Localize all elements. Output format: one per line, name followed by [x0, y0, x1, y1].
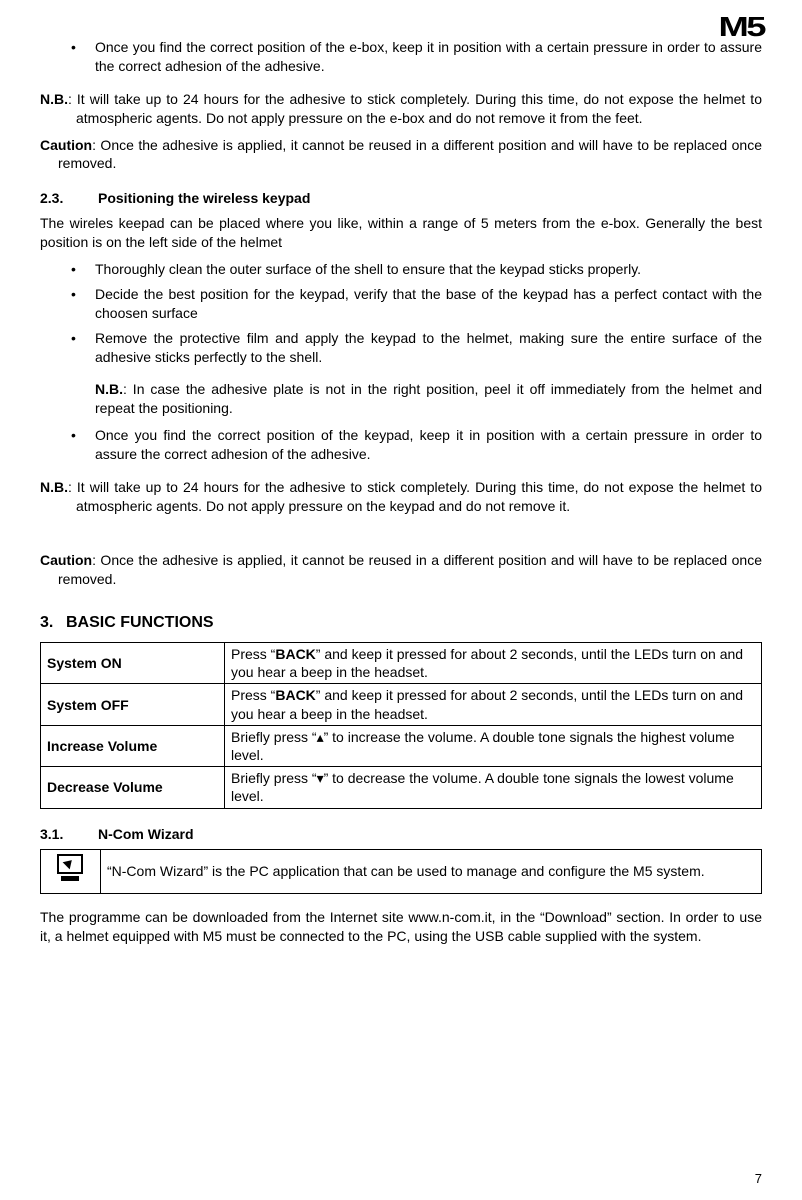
- section-title: BASIC FUNCTIONS: [66, 614, 214, 631]
- wizard-desc: “N-Com Wizard” is the PC application tha…: [101, 850, 762, 894]
- nb-label: N.B.: [40, 479, 68, 495]
- func-desc: Briefly press “▾” to decrease the volume…: [225, 767, 762, 808]
- table-row: System ON Press “BACK” and keep it press…: [41, 643, 762, 684]
- computer-icon: [55, 854, 87, 884]
- list-item: Once you find the correct position of th…: [40, 426, 762, 464]
- wizard-table: “N-Com Wizard” is the PC application tha…: [40, 849, 762, 894]
- section-2-3-bullets-cont: Once you find the correct position of th…: [40, 426, 762, 464]
- nb-text: : In case the adhesive plate is not in t…: [95, 381, 762, 416]
- list-item: Thoroughly clean the outer surface of th…: [40, 260, 762, 279]
- nb-label: N.B.: [40, 91, 68, 107]
- caution-text: : Once the adhesive is applied, it canno…: [58, 137, 762, 172]
- func-label: System OFF: [41, 684, 225, 725]
- nb-text: : It will take up to 24 hours for the ad…: [68, 91, 762, 126]
- section-2-3-intro: The wireles keepad can be placed where y…: [40, 214, 762, 252]
- section-title: N-Com Wizard: [98, 826, 194, 842]
- list-item: Remove the protective film and apply the…: [40, 329, 762, 367]
- page-content: Once you find the correct position of th…: [40, 38, 762, 946]
- section-2-3-bullets: Thoroughly clean the outer surface of th…: [40, 260, 762, 366]
- func-desc: Press “BACK” and keep it pressed for abo…: [225, 684, 762, 725]
- top-bullet-list: Once you find the correct position of th…: [40, 38, 762, 76]
- wizard-icon-cell: [41, 850, 101, 894]
- func-label: Decrease Volume: [41, 767, 225, 808]
- section-number: 3.1.: [40, 825, 98, 844]
- caution-note-2: Caution: Once the adhesive is applied, i…: [40, 551, 762, 589]
- basic-functions-table: System ON Press “BACK” and keep it press…: [40, 642, 762, 809]
- list-item: Once you find the correct position of th…: [40, 38, 762, 76]
- caution-label: Caution: [40, 137, 92, 153]
- caution-note-1: Caution: Once the adhesive is applied, i…: [40, 136, 762, 174]
- table-row: System OFF Press “BACK” and keep it pres…: [41, 684, 762, 725]
- nb-label: N.B.: [95, 381, 123, 397]
- section-number: 3.: [40, 612, 66, 634]
- section-number: 2.3.: [40, 189, 98, 208]
- download-paragraph: The programme can be downloaded from the…: [40, 908, 762, 946]
- sub-nb-note: N.B.: In case the adhesive plate is not …: [40, 380, 762, 418]
- table-row: Increase Volume Briefly press “▴” to inc…: [41, 725, 762, 766]
- section-3-heading: 3.BASIC FUNCTIONS: [40, 612, 762, 634]
- table-row: Decrease Volume Briefly press “▾” to dec…: [41, 767, 762, 808]
- page-number: 7: [755, 1170, 762, 1188]
- func-desc: Briefly press “▴” to increase the volume…: [225, 725, 762, 766]
- caution-label: Caution: [40, 552, 92, 568]
- nb-note-1: N.B.: It will take up to 24 hours for th…: [40, 90, 762, 128]
- section-2-3-heading: 2.3.Positioning the wireless keypad: [40, 189, 762, 208]
- list-item: Decide the best position for the keypad,…: [40, 285, 762, 323]
- caution-text: : Once the adhesive is applied, it canno…: [58, 552, 762, 587]
- func-label: Increase Volume: [41, 725, 225, 766]
- nb-text: : It will take up to 24 hours for the ad…: [68, 479, 762, 514]
- func-desc: Press “BACK” and keep it pressed for abo…: [225, 643, 762, 684]
- func-label: System ON: [41, 643, 225, 684]
- nb-note-2: N.B.: It will take up to 24 hours for th…: [40, 478, 762, 516]
- section-3-1-heading: 3.1.N-Com Wizard: [40, 825, 762, 844]
- section-title: Positioning the wireless keypad: [98, 190, 310, 206]
- table-row: “N-Com Wizard” is the PC application tha…: [41, 850, 762, 894]
